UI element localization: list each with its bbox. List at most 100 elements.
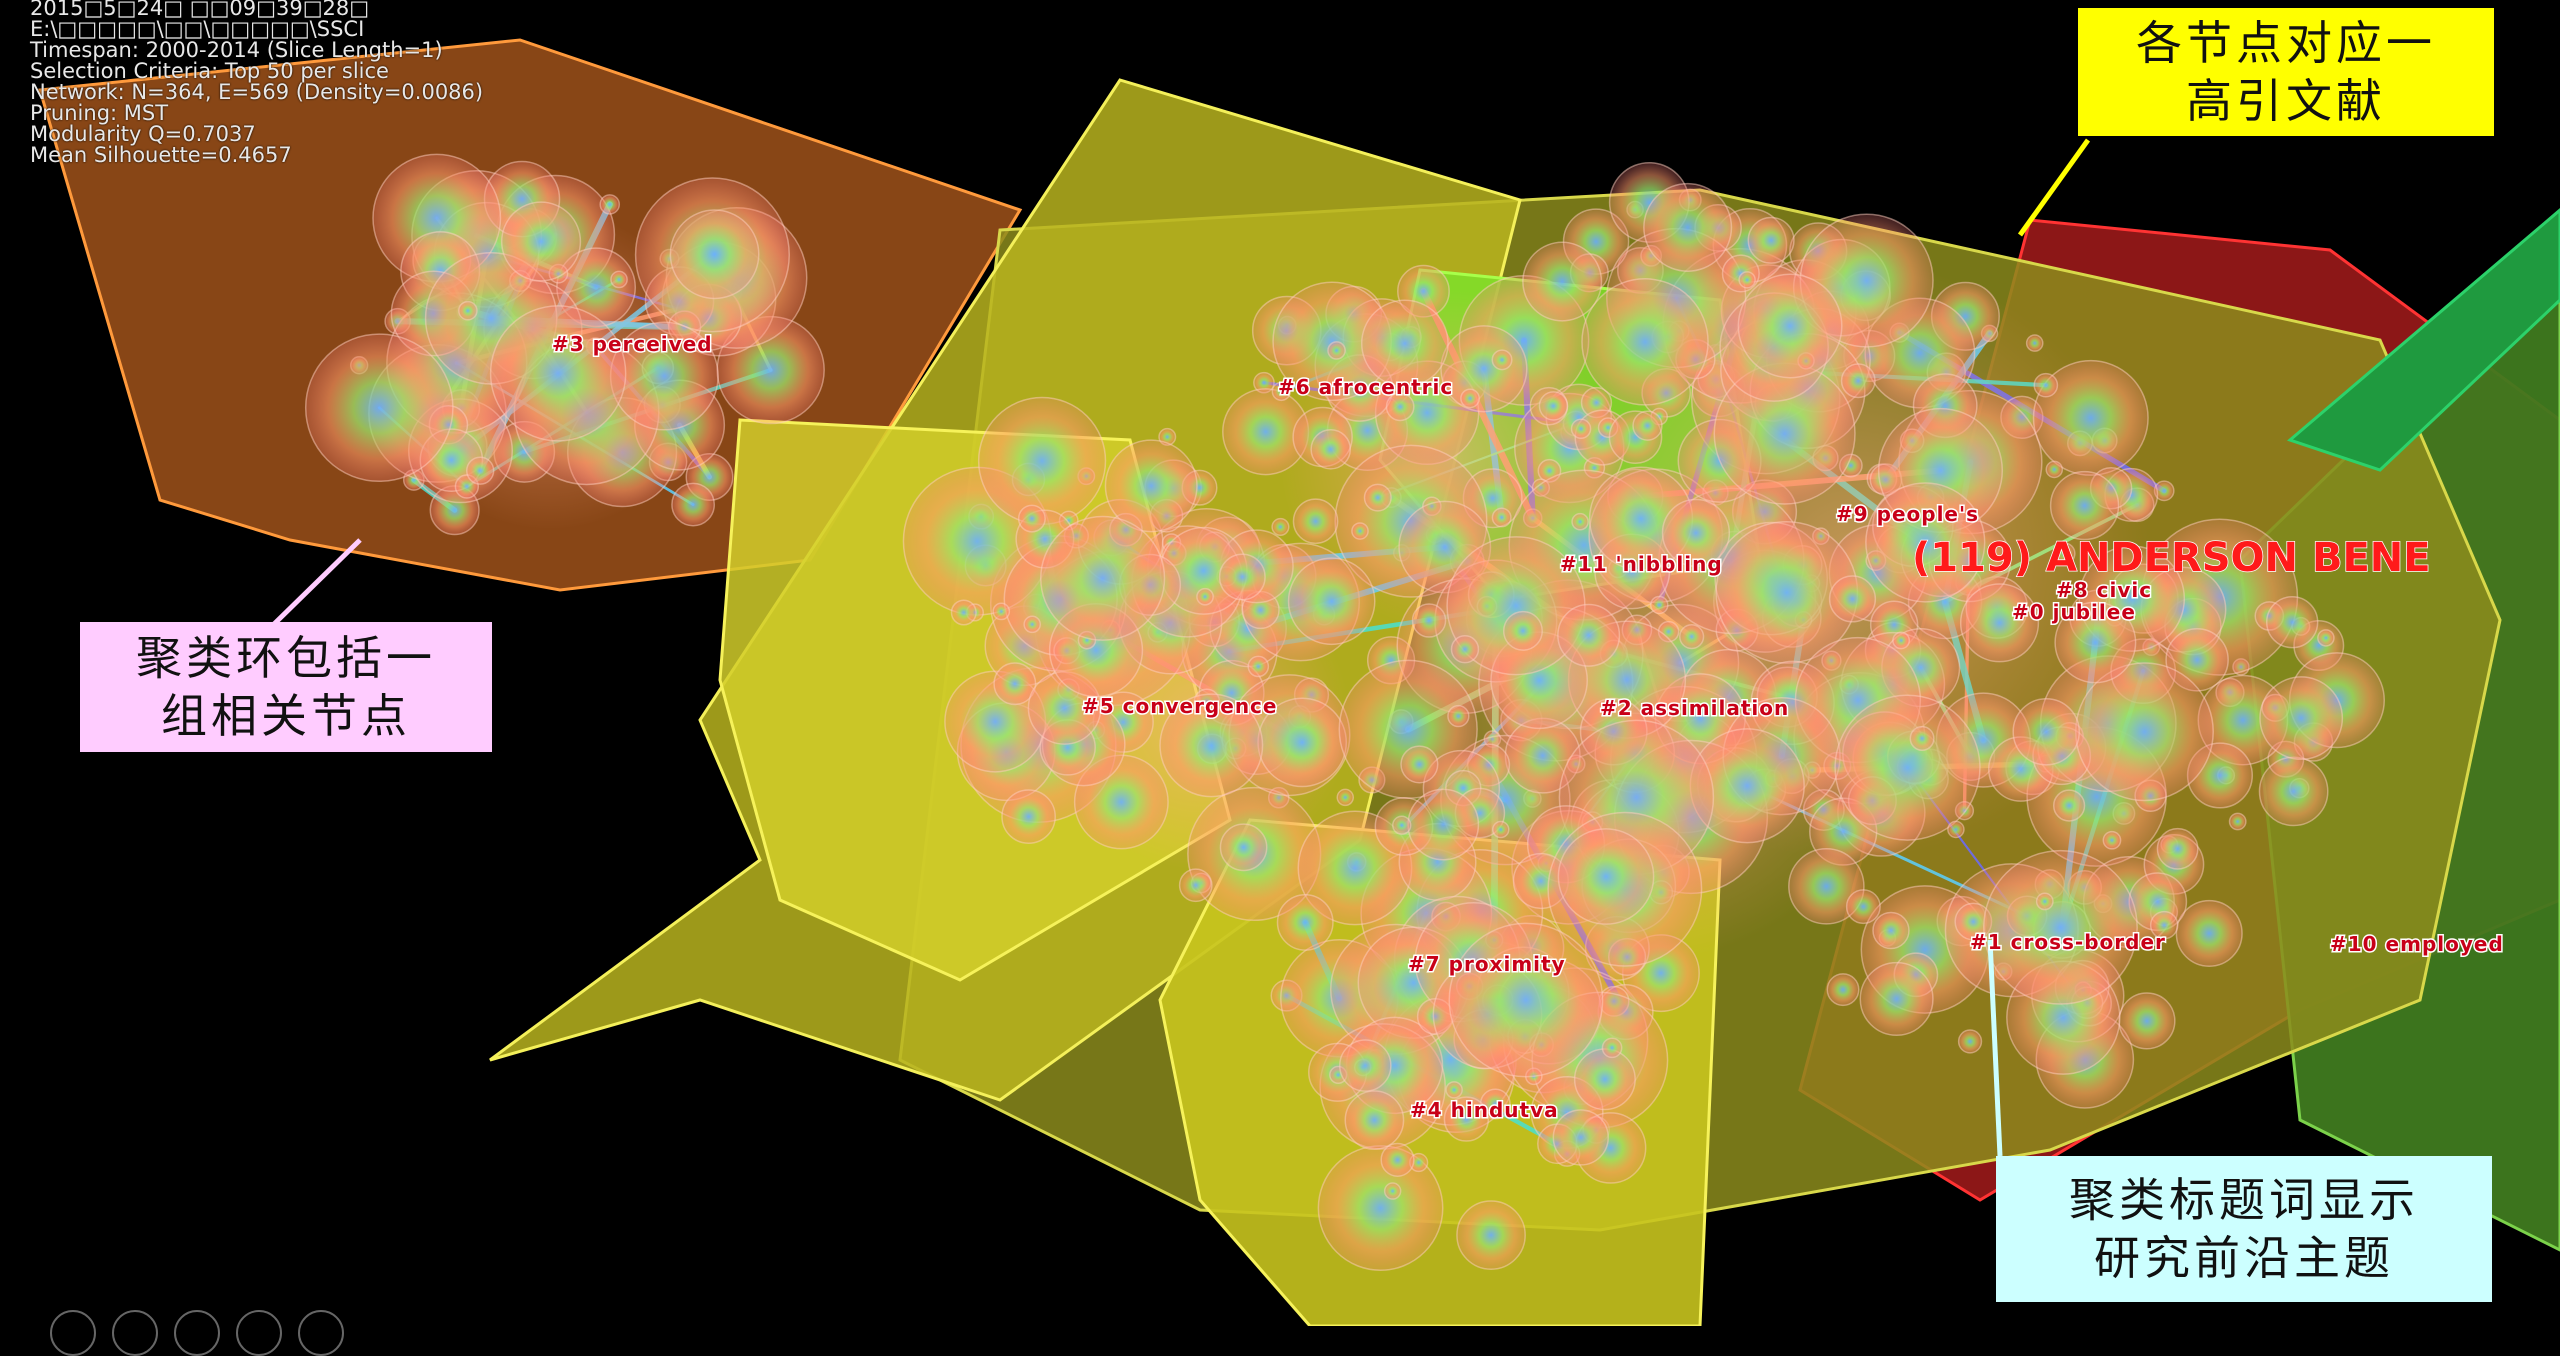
citation-node[interactable] [1276, 893, 1334, 951]
citation-node[interactable] [1538, 391, 1569, 421]
citation-node[interactable] [1661, 498, 1731, 568]
citation-node[interactable] [1400, 745, 1439, 784]
citation-node[interactable] [1959, 583, 2040, 663]
citation-node[interactable] [1491, 349, 1513, 371]
citation-node[interactable] [2102, 830, 2122, 850]
citation-node[interactable] [2074, 662, 2214, 802]
citation-node[interactable] [1219, 823, 1268, 872]
citation-node[interactable] [2033, 372, 2059, 398]
citation-node[interactable] [950, 599, 977, 626]
cluster-network-visualization[interactable]: #3 perceived #6 afrocentric #9 people's … [0, 0, 2560, 1326]
citation-node[interactable] [1411, 603, 1447, 638]
citation-node[interactable] [1001, 789, 1056, 844]
cluster-label-0[interactable]: #0 jubilee [2011, 599, 2137, 626]
citation-node[interactable] [2149, 910, 2179, 940]
citation-node[interactable] [489, 305, 627, 442]
citation-node[interactable] [1828, 575, 1877, 623]
citation-node[interactable] [1845, 889, 1881, 925]
citation-node[interactable] [1679, 624, 1705, 650]
citation-node[interactable] [1456, 1200, 1526, 1271]
citation-node[interactable] [1383, 1182, 1402, 1200]
citation-node[interactable] [1344, 1090, 1405, 1151]
citation-node[interactable] [1581, 278, 1709, 406]
citation-node[interactable] [1557, 603, 1621, 667]
citation-node[interactable] [1643, 182, 1733, 272]
citation-node[interactable] [1840, 363, 1876, 399]
citation-node[interactable] [1826, 973, 1860, 1007]
citation-node[interactable] [1380, 1142, 1415, 1177]
citation-node[interactable] [1178, 868, 1213, 903]
citation-node[interactable] [1023, 615, 1042, 634]
citation-node[interactable] [1360, 299, 1449, 388]
citation-node[interactable] [2265, 595, 2319, 649]
citation-node[interactable] [1788, 847, 1865, 925]
citation-node[interactable] [2035, 892, 2054, 911]
citation-node[interactable] [1491, 820, 1510, 839]
citation-node[interactable] [1385, 392, 1415, 422]
cluster-label-1[interactable]: #1 cross-border [1969, 929, 2167, 956]
citation-node[interactable] [1271, 517, 1290, 536]
citation-node[interactable] [1571, 512, 1589, 531]
citation-node[interactable] [2228, 812, 2247, 831]
citation-node[interactable] [1649, 595, 1669, 615]
citation-node[interactable] [2053, 542, 2076, 565]
citation-node[interactable] [1491, 507, 1512, 528]
citation-node[interactable] [1502, 610, 1543, 651]
citation-node[interactable] [2025, 334, 2044, 352]
citation-node[interactable] [1552, 1109, 1609, 1166]
citation-node[interactable] [1310, 428, 1352, 470]
citation-node[interactable] [1573, 1048, 1636, 1111]
citation-node[interactable] [669, 209, 760, 300]
toolbar-button[interactable] [236, 1310, 282, 1356]
citation-node[interactable] [1407, 788, 1480, 861]
citation-node[interactable] [1392, 815, 1412, 835]
citation-node[interactable] [1892, 631, 1911, 650]
cluster-label-3[interactable]: #3 perceived [551, 331, 714, 358]
citation-node[interactable] [1017, 504, 1046, 533]
citation-node[interactable] [2052, 789, 2086, 822]
citation-node[interactable] [1440, 325, 1528, 413]
citation-node[interactable] [304, 333, 454, 483]
citation-node[interactable] [1909, 725, 1935, 752]
citation-node[interactable] [671, 482, 716, 527]
citation-node[interactable] [1721, 254, 1760, 293]
citation-node[interactable] [977, 396, 1107, 526]
citation-node[interactable] [1557, 828, 1655, 925]
citation-node[interactable] [1445, 1081, 1463, 1099]
citation-node[interactable] [993, 662, 1037, 706]
cluster-label-10[interactable]: #10 employed [2329, 931, 2505, 958]
citation-node[interactable] [1522, 241, 1603, 322]
citation-node[interactable] [458, 300, 478, 321]
citation-node[interactable] [1104, 439, 1198, 533]
citation-node[interactable] [1040, 515, 1166, 641]
citation-node[interactable] [1872, 911, 1910, 950]
citation-node[interactable] [1271, 381, 1292, 402]
citation-node[interactable] [1196, 587, 1214, 606]
citation-node[interactable] [1287, 557, 1376, 646]
citation-node[interactable] [2258, 756, 2329, 827]
citation-node[interactable] [1292, 498, 1339, 545]
citation-node[interactable] [1327, 341, 1346, 360]
citation-node[interactable] [2045, 460, 2064, 479]
citation-node[interactable] [1218, 553, 1266, 601]
toolbar-button[interactable] [174, 1310, 220, 1356]
citation-node[interactable] [2049, 470, 2120, 541]
citation-node[interactable] [1747, 216, 1795, 264]
citation-node[interactable] [1443, 1096, 1490, 1142]
citation-node[interactable] [1159, 693, 1264, 798]
citation-node[interactable] [2012, 698, 2080, 766]
citation-node[interactable] [1339, 1039, 1392, 1092]
cluster-label-6[interactable]: #6 afrocentric [1277, 374, 1454, 401]
citation-node[interactable] [1738, 271, 1756, 289]
citation-node[interactable] [2118, 992, 2176, 1050]
citation-node[interactable] [1570, 418, 1592, 440]
cluster-label-4[interactable]: #4 hindutva [1409, 1097, 1560, 1124]
citation-node[interactable] [1447, 704, 1470, 728]
cluster-label-7[interactable]: #7 proximity [1407, 951, 1567, 978]
highlighted-node-label[interactable]: (119) ANDERSON BENE [1911, 534, 2431, 582]
citation-node[interactable] [1450, 634, 1480, 664]
citation-node[interactable] [1834, 694, 1981, 841]
cluster-label-9[interactable]: #9 people's [1835, 501, 1980, 528]
citation-node[interactable] [2156, 827, 2199, 870]
citation-node[interactable] [1947, 820, 1965, 839]
